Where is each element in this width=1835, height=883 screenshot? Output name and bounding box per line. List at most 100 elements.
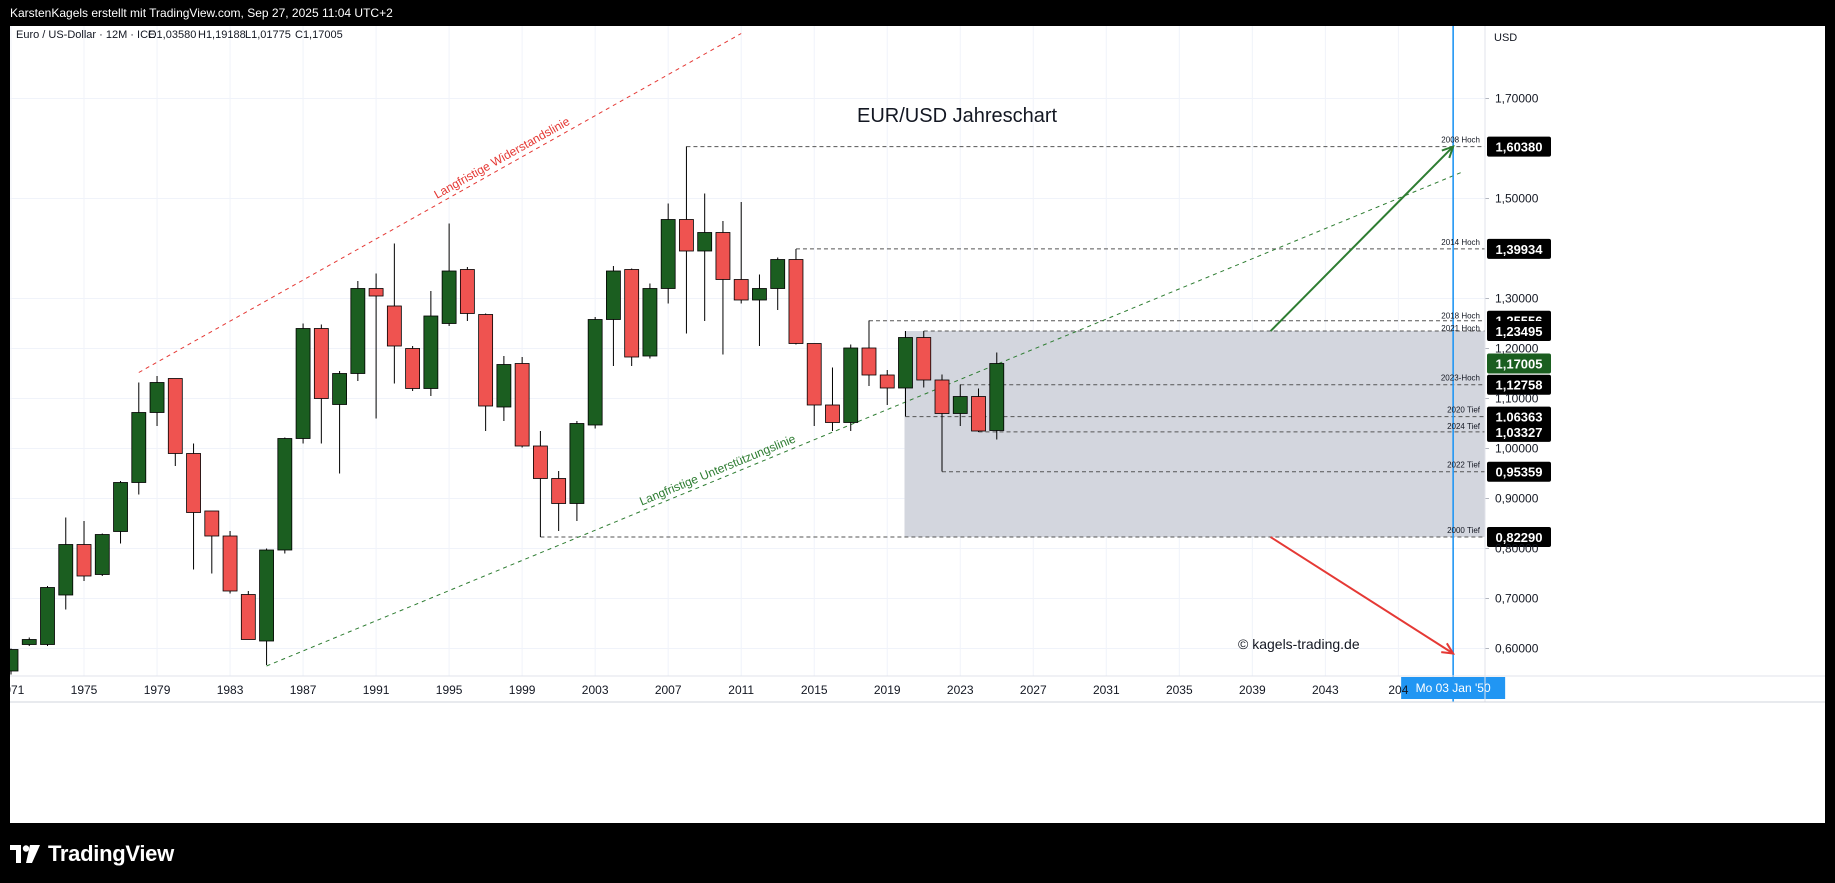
candle-1971[interactable] [3, 648, 19, 675]
candle-1978[interactable] [131, 382, 147, 495]
chart-frame[interactable]: Langfristige Widerstandslinie Langfristig… [0, 26, 1825, 823]
candle-body [58, 544, 74, 596]
candle-1982[interactable] [204, 510, 220, 574]
price-badge-0[interactable]: 1,60380 [1487, 136, 1551, 157]
candle-2024[interactable] [971, 388, 986, 433]
candle-2007[interactable] [660, 203, 676, 304]
candle-1984[interactable] [240, 591, 256, 640]
candle-2006[interactable] [642, 283, 658, 359]
price-badge-8[interactable]: 0,95359 [1487, 461, 1551, 482]
ohlc-high: H1,19188 [198, 29, 246, 41]
candle-body [204, 510, 220, 537]
candle-1989[interactable] [332, 371, 347, 474]
candle-2013[interactable] [770, 257, 786, 311]
candle-body [715, 232, 731, 280]
candle-1988[interactable] [313, 324, 329, 444]
price-badge-label: 1,39934 [1496, 242, 1544, 257]
candle-1980[interactable] [167, 378, 183, 467]
candle-1974[interactable] [58, 517, 74, 610]
x-tick-label-2: 1979 [144, 683, 171, 697]
candle-1999[interactable] [514, 357, 530, 448]
y-tick-label-6: 0,90000 [1495, 492, 1539, 506]
candle-2017[interactable] [843, 344, 859, 432]
candle-body [770, 259, 786, 289]
price-badge-3[interactable]: 1,23495 [1487, 321, 1551, 342]
candle-2025[interactable] [989, 352, 1005, 440]
candle-1990[interactable] [350, 281, 366, 381]
candle-1972[interactable] [21, 637, 37, 647]
candle-2021[interactable] [916, 331, 932, 388]
candle-2000[interactable] [532, 431, 548, 537]
candle-body [916, 337, 932, 381]
price-badge-7[interactable]: 1,03327 [1487, 421, 1551, 442]
candle-2018[interactable] [861, 320, 877, 387]
price-badge-4[interactable]: 1,17005 [1487, 353, 1551, 374]
candle-2019[interactable] [879, 370, 895, 405]
tradingview-logo[interactable]: TradingView [10, 841, 174, 866]
candle-body [788, 259, 804, 344]
price-badge-label: 1,06363 [1496, 410, 1543, 425]
ohlc-low: L1,01775 [245, 29, 291, 41]
candle-1973[interactable] [40, 586, 55, 646]
candle-2014[interactable] [788, 249, 804, 345]
price-badge-5[interactable]: 1,12758 [1487, 374, 1551, 395]
candle-body [313, 328, 329, 399]
candle-1977[interactable] [113, 481, 128, 544]
candle-2016[interactable] [825, 367, 840, 432]
candle-1983[interactable] [222, 531, 238, 594]
candle-2009[interactable] [697, 193, 713, 322]
candle-1981[interactable] [186, 443, 201, 570]
candle-2012[interactable] [752, 274, 767, 347]
candle-2020[interactable] [898, 331, 913, 417]
candle-1976[interactable] [94, 533, 110, 577]
candle-body [3, 649, 19, 672]
price-badge-1[interactable]: 1,39934 [1487, 238, 1551, 259]
candle-body [514, 363, 530, 447]
candle-body [222, 535, 238, 592]
candle-2002[interactable] [569, 421, 585, 521]
candle-1993[interactable] [405, 346, 421, 391]
candle-2004[interactable] [606, 266, 621, 366]
forecast-up-arrow[interactable] [1269, 144, 1455, 332]
candle-1986[interactable] [277, 437, 293, 554]
candle-body [167, 378, 183, 454]
candle-1975[interactable] [76, 521, 92, 581]
price-badge-9[interactable]: 0,82290 [1487, 527, 1551, 548]
candle-body [733, 279, 749, 301]
resistance-line[interactable] [138, 33, 742, 373]
price-chart[interactable]: Langfristige WiderstandslinieLangfristig… [0, 26, 1825, 823]
candle-1991[interactable] [368, 273, 384, 419]
candle-2010[interactable] [715, 221, 731, 355]
currency-label[interactable]: USD [1494, 32, 1517, 44]
candle-body [131, 412, 147, 483]
candle-body [843, 347, 859, 423]
candle-1992[interactable] [386, 243, 402, 384]
candle-2022[interactable] [934, 374, 950, 472]
x-tick-label-16: 2035 [1166, 683, 1193, 697]
price-badge-label: 1,23495 [1496, 324, 1543, 339]
candle-2015[interactable] [806, 343, 822, 427]
copyright-label: © kagels-trading.de [1238, 636, 1360, 652]
candle-2023[interactable] [952, 384, 968, 427]
level-note-2: 2018 Hoch [1441, 312, 1480, 321]
price-badge-6[interactable]: 1,06363 [1487, 406, 1551, 427]
candle-1987[interactable] [295, 323, 311, 444]
candle-1998[interactable] [496, 356, 512, 421]
candle-2003[interactable] [587, 317, 603, 429]
candle-body [478, 314, 494, 407]
x-tick-label-7: 1999 [509, 683, 536, 697]
candle-body [879, 374, 895, 389]
candle-2005[interactable] [624, 268, 640, 367]
candle-2011[interactable] [733, 202, 749, 304]
candle-2008[interactable] [679, 146, 694, 334]
x-tick-label-17: 2039 [1239, 683, 1266, 697]
candle-1996[interactable] [459, 267, 475, 321]
candle-1994[interactable] [423, 291, 439, 396]
candle-2001[interactable] [551, 471, 567, 531]
candle-1997[interactable] [478, 313, 494, 432]
forecast-down-arrow[interactable] [1270, 536, 1456, 655]
candle-1985[interactable] [259, 548, 274, 666]
x-tick-label-12: 2019 [874, 683, 901, 697]
candle-1979[interactable] [149, 376, 165, 426]
candle-1995[interactable] [441, 223, 457, 327]
